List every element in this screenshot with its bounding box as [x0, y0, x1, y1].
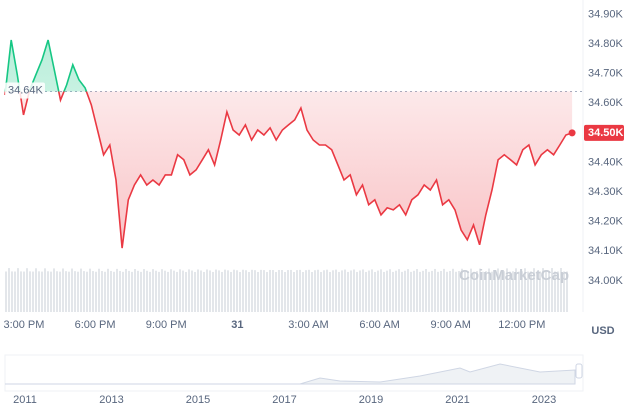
x-tick-label: 6:00 PM	[75, 319, 116, 331]
x-tick-label: 31	[231, 319, 243, 331]
area-below	[5, 91, 573, 249]
currency-label: USD	[591, 325, 614, 337]
x-tick-label: 12:00 PM	[498, 319, 545, 331]
navigator	[4, 354, 584, 392]
navigator-label: 2023	[532, 394, 556, 406]
y-tick-label: 34.80K	[588, 38, 624, 50]
x-tick-label: 3:00 AM	[288, 319, 328, 331]
y-tick-label: 34.40K	[588, 156, 624, 168]
y-tick-label: 34.30K	[588, 186, 624, 198]
y-tick-label: 34.20K	[588, 216, 624, 228]
y-tick-label: 34.10K	[588, 245, 624, 257]
navigator-label: 2011	[13, 394, 37, 406]
navigator-label: 2013	[99, 394, 123, 406]
watermark: CoinMarketCap	[459, 267, 569, 284]
x-tick-label: 9:00 PM	[146, 319, 187, 331]
navigator-label: 2021	[445, 394, 469, 406]
navigator-label: 2017	[272, 394, 296, 406]
last-label: 34.50K	[588, 127, 624, 139]
area-above	[5, 40, 87, 92]
reference-label-box	[5, 82, 45, 99]
navigator-label: 2019	[359, 394, 383, 406]
navigator-area	[5, 363, 576, 385]
volume-bars	[5, 268, 568, 312]
navigator-label: 2015	[186, 394, 210, 406]
price-line	[4, 91, 573, 249]
last-point	[568, 129, 576, 137]
x-tick-label: 3:00 PM	[3, 319, 44, 331]
y-tick-label: 34.00K	[588, 275, 624, 287]
x-tick-label: 9:00 AM	[431, 319, 471, 331]
y-tick-label: 34.90K	[588, 8, 624, 20]
last-label-box	[584, 124, 624, 141]
x-tick-label: 6:00 AM	[359, 319, 399, 331]
navigator-handle[interactable]	[575, 363, 583, 379]
y-tick-label: 34.60K	[588, 97, 624, 109]
reference-label: 34.64K	[8, 84, 44, 96]
y-tick-label: 34.70K	[588, 68, 624, 80]
